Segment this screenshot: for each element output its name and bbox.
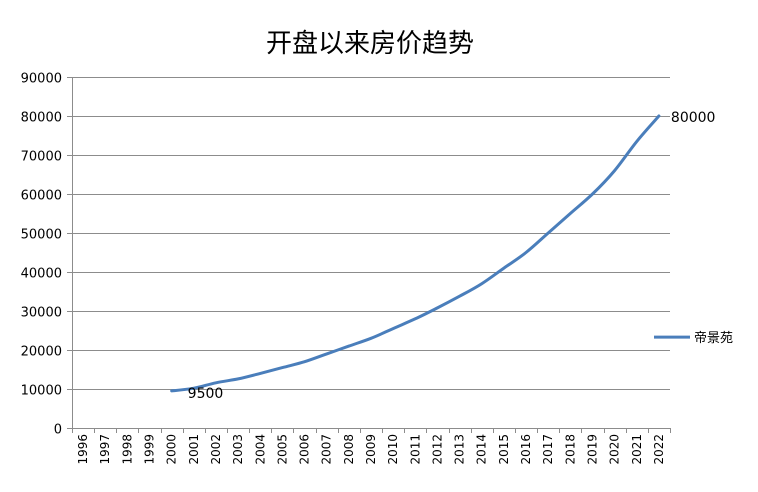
x-tick-label: 1997 [98,434,112,465]
x-tick-label: 2007 [320,434,334,465]
x-tick-label: 2009 [364,434,378,465]
x-tick-label: 2018 [563,434,577,465]
y-tick-label: 40000 [21,267,62,282]
x-tick-label: 1999 [143,434,157,465]
x-tick-label: 2016 [519,434,533,465]
x-tick-label: 2006 [298,434,312,465]
x-tick-label: 2012 [430,434,444,465]
x-tick-label: 2001 [187,434,201,465]
legend-label: 帝景苑 [694,330,733,346]
axes [67,77,671,433]
x-tick-label: 2003 [231,434,245,465]
series-line [170,114,661,393]
y-tick-label: 30000 [21,306,62,321]
x-tick-label: 2022 [652,434,666,465]
y-tick-label: 20000 [21,345,62,360]
y-tick-label: 0 [54,423,62,438]
x-tick-label: 2017 [541,434,555,465]
series-lines [170,114,661,393]
x-tick-label: 2011 [408,434,422,465]
y-tick-label: 10000 [21,384,62,399]
x-tick-label: 2014 [475,434,489,465]
data-label: 9500 [188,386,224,402]
x-tick-label: 1998 [120,434,134,465]
x-tick-label: 2002 [209,434,223,465]
x-tick-label: 2015 [497,434,511,465]
x-tick-label: 2021 [630,434,644,465]
x-tick-label: 2004 [253,434,267,465]
y-tick-label: 60000 [21,189,62,204]
data-labels: 9500 80000 [188,110,716,402]
x-tick-label: 2005 [275,434,289,465]
x-tick-label: 1996 [76,434,90,465]
y-tick-label: 80000 [21,111,62,126]
x-tick-label: 2013 [453,434,467,465]
legend: 帝景苑 [654,330,733,346]
x-tick-label: 2019 [585,434,599,465]
y-axis-ticks: 0 10000 20000 30000 40000 50000 60000 70000 8000… [21,72,62,438]
x-tick-label: 2020 [608,434,622,465]
y-tick-label: 50000 [21,228,62,243]
x-tick-label: 2008 [342,434,356,465]
y-tick-label: 70000 [21,150,62,165]
chart-title: 开盘以来房价趋势 [266,29,474,59]
gridlines [72,77,670,390]
y-tick-label: 90000 [21,72,62,87]
data-label: 80000 [671,110,716,126]
x-tick-label: 2010 [386,434,400,465]
x-tick-label: 2000 [165,434,179,465]
x-axis-ticks: 1996 1997 1998 1999 2000 2001 2002 2003 2004 2005… [76,434,666,465]
